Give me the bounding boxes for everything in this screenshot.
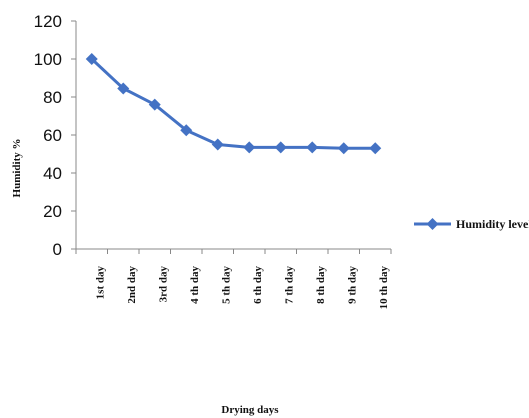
legend: Humidity level bbox=[414, 217, 529, 231]
x-axis: 1st day 2nd day 3rd day 4 th day 5 th day 6 t… bbox=[75, 248, 392, 310]
y-axis: 0 20 40 60 80 100 120 bbox=[34, 12, 77, 259]
data-point-marker bbox=[306, 141, 319, 154]
x-tick-label: 3rd day bbox=[158, 266, 170, 303]
series-line bbox=[90, 57, 376, 150]
legend-diamond-icon bbox=[426, 218, 439, 230]
x-tick-label: 4 th day bbox=[189, 266, 201, 304]
data-point-marker bbox=[148, 98, 161, 111]
y-tick-label: 0 bbox=[53, 240, 62, 259]
y-tick-label: 80 bbox=[43, 88, 62, 107]
data-point-marker bbox=[274, 141, 287, 154]
x-tick-label: 8 th day bbox=[315, 266, 327, 304]
data-point-marker bbox=[337, 142, 350, 155]
data-point-marker bbox=[243, 141, 256, 154]
x-axis-title: Drying days bbox=[221, 404, 279, 416]
y-tick-label: 100 bbox=[34, 50, 62, 69]
x-tick-label: 1st day bbox=[95, 266, 107, 300]
x-tick-label: 9 th day bbox=[347, 266, 359, 304]
data-point-marker bbox=[85, 53, 98, 65]
x-tick-label: 7 th day bbox=[284, 266, 296, 304]
x-tick-label: 5 th day bbox=[221, 266, 233, 304]
data-point-marker bbox=[117, 82, 130, 95]
data-point-marker bbox=[211, 138, 224, 151]
legend-label: Humidity level bbox=[456, 217, 529, 231]
y-tick-label: 20 bbox=[43, 202, 62, 221]
y-tick-label: 120 bbox=[34, 12, 62, 31]
y-tick-label: 60 bbox=[43, 126, 62, 145]
data-point-marker bbox=[180, 124, 193, 137]
y-tick-label: 40 bbox=[43, 164, 62, 183]
x-tick-label: 2nd day bbox=[126, 266, 138, 304]
series-layer bbox=[85, 53, 382, 155]
x-tick-label: 10 th day bbox=[378, 266, 390, 310]
y-axis-title: Humidity % bbox=[11, 139, 23, 198]
data-point-marker bbox=[369, 142, 382, 155]
x-tick-label: 6 th day bbox=[252, 266, 264, 304]
